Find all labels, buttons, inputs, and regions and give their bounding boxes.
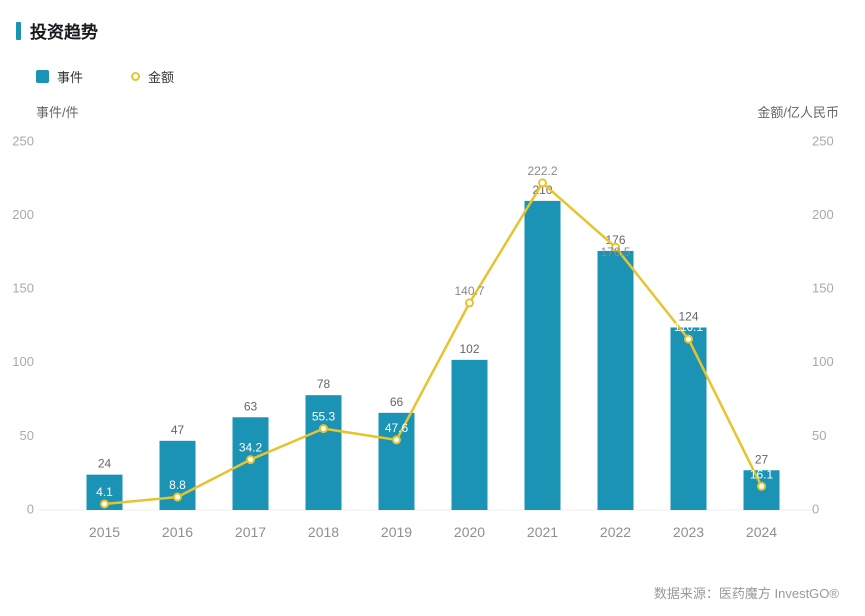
y-tick-label-right: 150 xyxy=(812,281,834,296)
line-label: 34.2 xyxy=(239,441,263,455)
x-tick-label: 2017 xyxy=(235,524,266,540)
x-tick-label: 2023 xyxy=(673,524,704,540)
legend-label-amount: 金额 xyxy=(148,70,175,85)
line-point-2022[interactable] xyxy=(611,242,620,252)
page-title: 投资趋势 xyxy=(30,23,98,42)
y-tick-label-right: 0 xyxy=(812,501,819,516)
legend-item-events[interactable]: 事件 xyxy=(36,67,83,86)
title-accent-bar xyxy=(16,21,21,40)
chart-header: 投资趋势 xyxy=(0,0,865,43)
line-label: 55.3 xyxy=(312,410,336,424)
y-tick-label-left: 150 xyxy=(12,281,34,296)
line-point-2021[interactable] xyxy=(538,178,547,188)
x-tick-label: 2020 xyxy=(454,524,485,540)
bar-label: 24 xyxy=(98,457,112,471)
legend: 事件 金额 xyxy=(36,67,865,86)
line-point-2016[interactable] xyxy=(173,492,182,502)
x-tick-label: 2016 xyxy=(162,524,193,540)
bar-2018[interactable] xyxy=(305,395,342,510)
line-label: 4.1 xyxy=(96,485,113,499)
bar-2022[interactable] xyxy=(597,250,634,510)
x-tick-label: 2024 xyxy=(746,524,777,540)
line-label: 16.1 xyxy=(750,467,774,481)
x-tick-label: 2018 xyxy=(308,524,339,540)
bar-series-swatch-icon xyxy=(36,70,49,83)
y-tick-label-left: 250 xyxy=(12,133,34,148)
y-tick-label-left: 50 xyxy=(20,428,34,443)
y-tick-label-left: 200 xyxy=(12,207,34,222)
right-axis-title: 金额/亿人民币 xyxy=(757,105,839,120)
bar-2021[interactable] xyxy=(524,200,561,510)
line-series-swatch-icon xyxy=(131,72,141,81)
bar-2023[interactable] xyxy=(670,327,707,510)
line-point-2020[interactable] xyxy=(465,298,474,308)
line-label: 116.1 xyxy=(674,320,703,334)
bar-label: 66 xyxy=(390,395,404,409)
x-tick-label: 2021 xyxy=(527,524,558,540)
x-tick-label: 2015 xyxy=(89,524,120,540)
bar-label: 27 xyxy=(755,452,769,466)
trend-chart: 0 0 50 50 100 100 150 150 200 200 250 250 24 2015 47 20… xyxy=(12,133,834,540)
line-label: 222.2 xyxy=(527,164,557,178)
y-tick-label-left: 0 xyxy=(27,501,34,516)
left-axis-title: 事件/件 xyxy=(36,105,79,120)
bar-label: 124 xyxy=(678,309,698,323)
line-point-2019[interactable] xyxy=(392,435,401,445)
y-tick-label-right: 200 xyxy=(812,207,834,222)
axis-titles-row: 事件/件 金额/亿人民币 xyxy=(36,102,839,121)
legend-label-events: 事件 xyxy=(57,70,84,85)
line-label: 140.7 xyxy=(454,284,484,298)
data-source-note: 数据来源：医药魔方 InvestGO® xyxy=(653,586,839,601)
line-point-2023[interactable] xyxy=(684,334,693,344)
y-tick-label-right: 250 xyxy=(812,133,834,148)
bar-2019[interactable] xyxy=(378,412,415,510)
line-point-2018[interactable] xyxy=(319,424,328,434)
amount-line xyxy=(104,181,763,506)
line-point-2017[interactable] xyxy=(246,455,255,465)
y-tick-label-right: 100 xyxy=(812,354,834,369)
bar-label: 102 xyxy=(459,342,479,356)
bar-label: 78 xyxy=(317,377,331,391)
line-label: 178.5 xyxy=(600,245,630,259)
y-tick-label-left: 100 xyxy=(12,354,34,369)
line-label: 47.6 xyxy=(385,421,409,435)
bar-label: 63 xyxy=(244,399,258,413)
x-tick-label: 2019 xyxy=(381,524,412,540)
x-tick-label: 2022 xyxy=(600,524,631,540)
line-point-2024[interactable] xyxy=(757,481,766,491)
y-tick-label-right: 50 xyxy=(812,428,826,443)
legend-item-amount[interactable]: 金额 xyxy=(131,67,174,86)
bar-2020[interactable] xyxy=(451,359,488,510)
bar-label: 47 xyxy=(171,423,185,437)
line-label: 8.8 xyxy=(169,478,186,492)
line-point-2015[interactable] xyxy=(100,499,109,509)
